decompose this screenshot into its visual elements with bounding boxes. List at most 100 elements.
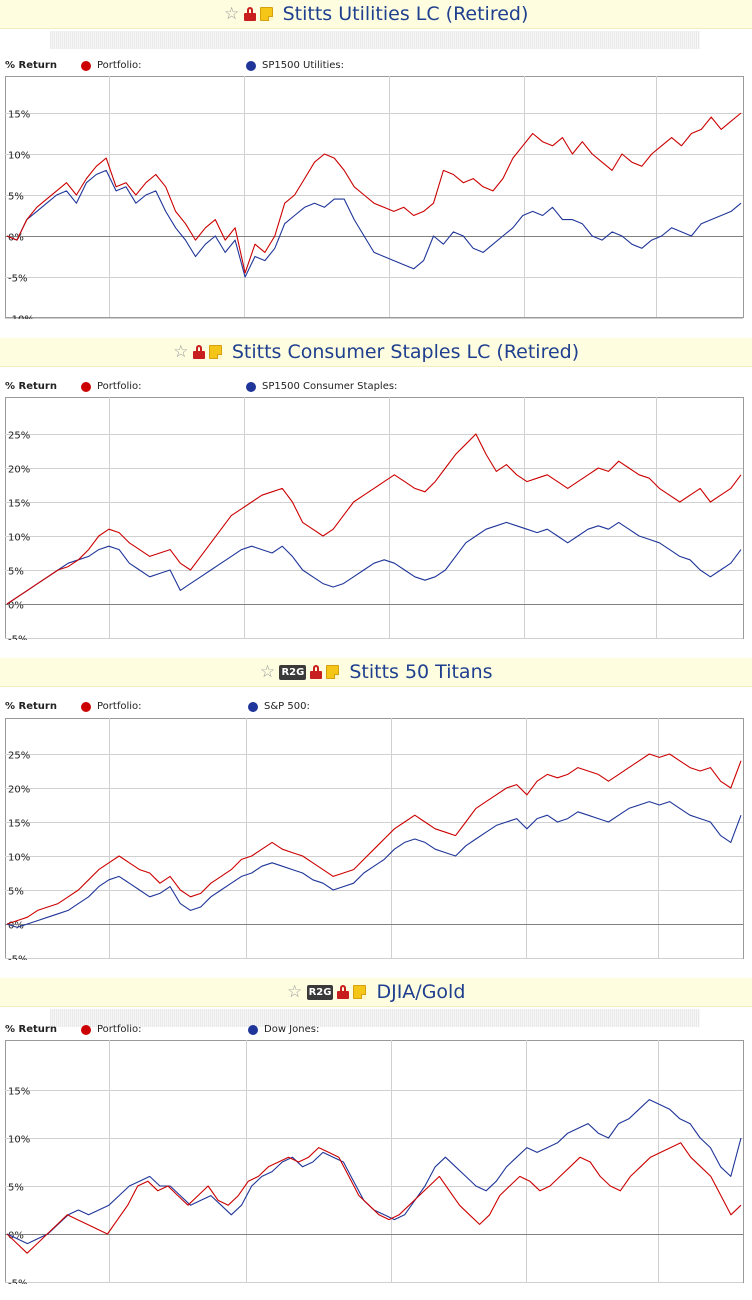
legend-entry: SP1500 Utilities: (246, 60, 344, 71)
star-icon[interactable]: ☆ (259, 662, 276, 682)
legend-title: % Return (5, 381, 57, 392)
legend-series-name: Dow Jones: (264, 1024, 320, 1035)
y-tick-label: -5% (8, 1279, 27, 1285)
plot-frame (5, 397, 744, 639)
y-tick-label: 5% (8, 1183, 24, 1194)
chart-legend: % Return Portfolio: S&P 500: (0, 701, 752, 715)
y-tick-label: 10% (8, 533, 30, 544)
legend-series-name: SP1500 Utilities: (262, 60, 345, 71)
legend-entry: Portfolio: (81, 381, 142, 392)
chart-title-bar: ☆ R2G Stitts 50 Titans (0, 658, 752, 687)
star-icon[interactable]: ☆ (223, 4, 240, 24)
plot-frame (5, 718, 744, 959)
chart-legend: % Return Portfolio: Dow Jones: (0, 1024, 752, 1038)
y-tick-label: 15% (8, 819, 30, 830)
legend-series-name: S&P 500: (264, 701, 310, 712)
title-inner: ☆ R2G Stitts 50 Titans (259, 658, 493, 686)
chart-legend: % Return Portfolio: SP1500 Consumer Staple… (0, 381, 752, 395)
chart-title-bar: ☆ R2G DJIA/Gold (0, 978, 752, 1007)
chart-title[interactable]: Stitts 50 Titans (349, 661, 493, 683)
line-chart: 15% 10% 5% 0% -5% -10% (5, 76, 744, 320)
line-chart: 25% 20% 15% 10% 5% 0% -5% (5, 397, 744, 641)
series-line (6, 1142, 742, 1254)
title-stripe (50, 1009, 700, 1027)
lock-icon (337, 985, 350, 999)
y-tick-label: 5% (8, 192, 24, 203)
legend-title: % Return (5, 60, 57, 71)
legend-series-name: SP1500 Consumer Staples: (262, 381, 398, 392)
plot-frame (5, 76, 744, 318)
legend-series-name: Portfolio: (97, 381, 142, 392)
legend-entry: Portfolio: (81, 1024, 142, 1035)
r2g-icon: R2G (279, 664, 307, 680)
lock-icon (310, 665, 323, 679)
lock-icon (243, 7, 256, 21)
y-tick-label: 25% (8, 431, 30, 442)
y-tick-label: -5% (8, 635, 27, 641)
y-tick-label: 0% (8, 601, 24, 612)
star-icon[interactable]: ☆ (173, 342, 189, 362)
y-tick-label: 20% (8, 785, 30, 796)
y-tick-label: -10% (8, 315, 34, 320)
y-tick-label: 5% (8, 887, 24, 898)
lock-icon (192, 345, 205, 359)
note-icon[interactable] (326, 665, 340, 679)
legend-entry: SP1500 Consumer Staples: (246, 381, 397, 392)
note-icon[interactable] (259, 7, 273, 21)
plot-frame (5, 1040, 744, 1283)
legend-swatch (81, 701, 91, 712)
series-line (6, 753, 742, 925)
legend-swatch (81, 381, 91, 392)
legend-series-name: Portfolio: (97, 1024, 142, 1035)
legend-swatch (81, 1024, 91, 1035)
series-line (6, 801, 742, 928)
y-tick-label: 10% (8, 151, 30, 162)
y-tick-label: 15% (8, 1087, 30, 1098)
star-icon[interactable]: ☆ (286, 982, 303, 1002)
chart-title-bar: ☆ Stitts Consumer Staples LC (Retired) (0, 338, 752, 367)
y-tick-label: 5% (8, 567, 24, 578)
y-tick-label: 0% (8, 1231, 24, 1242)
legend-series-name: Portfolio: (97, 701, 142, 712)
legend-swatch (81, 60, 91, 71)
legend-entry: Dow Jones: (248, 1024, 319, 1035)
series-line (6, 433, 742, 605)
line-chart: 25% 20% 15% 10% 5% 0% -5% (5, 718, 744, 961)
y-tick-label: 20% (8, 465, 30, 476)
legend-swatch (246, 60, 256, 71)
legend-entry: Portfolio: (81, 60, 142, 71)
y-tick-label: 10% (8, 853, 30, 864)
series-line (6, 169, 742, 278)
legend-title: % Return (5, 1024, 57, 1035)
legend-swatch (246, 381, 256, 392)
note-icon[interactable] (353, 985, 367, 999)
y-tick-label: -5% (8, 274, 27, 285)
title-inner: ☆ Stitts Utilities LC (Retired) (223, 0, 529, 28)
y-tick-label: -5% (8, 955, 27, 961)
title-inner: ☆ Stitts Consumer Staples LC (Retired) (173, 338, 579, 366)
chart-legend: % Return Portfolio: SP1500 Utilities: (0, 60, 752, 74)
series-line (6, 521, 742, 605)
legend-swatch (248, 701, 258, 712)
legend-series-name: Portfolio: (97, 60, 142, 71)
y-tick-label: 15% (8, 499, 30, 510)
title-stripe (50, 31, 700, 49)
y-tick-label: 25% (8, 751, 30, 762)
legend-entry: Portfolio: (81, 701, 142, 712)
y-tick-label: 15% (8, 110, 30, 121)
line-chart: 15% 10% 5% 0% -5% (5, 1040, 744, 1285)
note-icon[interactable] (208, 345, 222, 359)
y-tick-label: 0% (8, 921, 24, 932)
series-line (6, 112, 742, 274)
y-tick-label: 0% (8, 233, 24, 244)
chart-title[interactable]: Stitts Utilities LC (Retired) (282, 3, 529, 25)
legend-entry: S&P 500: (248, 701, 310, 712)
chart-title-bar: ☆ Stitts Utilities LC (Retired) (0, 0, 752, 29)
r2g-icon: R2G (306, 984, 334, 1000)
title-inner: ☆ R2G DJIA/Gold (286, 978, 466, 1006)
y-tick-label: 10% (8, 1135, 30, 1146)
legend-title: % Return (5, 701, 57, 712)
chart-title[interactable]: Stitts Consumer Staples LC (Retired) (231, 341, 580, 363)
legend-swatch (248, 1024, 258, 1035)
chart-title[interactable]: DJIA/Gold (376, 981, 466, 1003)
